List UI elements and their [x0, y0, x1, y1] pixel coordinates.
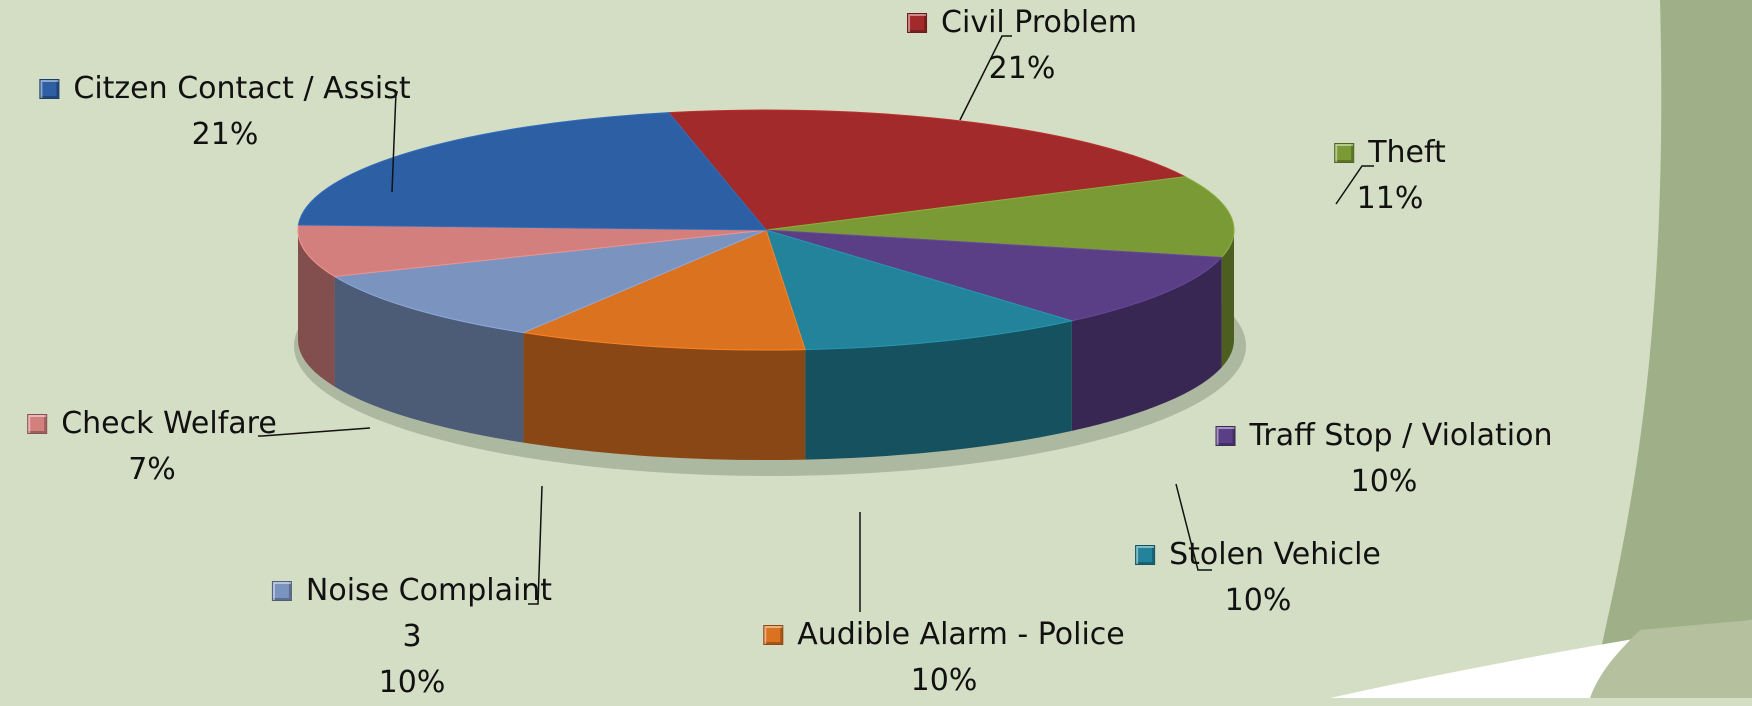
background-corner-swoosh [1590, 0, 1752, 698]
leader-lines [258, 35, 1374, 612]
data-label-5: Noise Complaint 3 10% [271, 568, 553, 706]
pie-slices [294, 109, 1246, 476]
data-label-2: Traff Stop / Violation 10% [1215, 413, 1553, 505]
label-swatch-icon [39, 79, 60, 99]
slice-side-3 [805, 320, 1072, 460]
slice-side-2 [1071, 257, 1222, 431]
slice-citzen-contact-assist [297, 112, 768, 231]
slice-side-5 [334, 276, 524, 443]
leader-line-5 [528, 485, 543, 605]
slice-civil-problem [667, 109, 1187, 231]
data-label-percent: 10% [1224, 583, 1292, 618]
slice-side-4 [523, 332, 806, 460]
data-label-percent: 21% [988, 51, 1056, 86]
data-label-name: Stolen Vehicle [1169, 537, 1381, 572]
label-swatch-icon [271, 581, 292, 601]
label-swatch-icon [763, 625, 784, 645]
data-label-7: Citzen Contact / Assist 21% [39, 66, 411, 158]
label-swatch-icon [1215, 426, 1236, 446]
slice-audible-alarm-police [521, 229, 806, 351]
data-label-0: Civil Problem 21% [907, 0, 1137, 92]
slice-stolen-vehicle [765, 229, 1074, 351]
data-label-6: Check Welfare 7% [27, 401, 277, 493]
slice-traff-stop-violation [765, 229, 1223, 322]
data-label-percent: 11% [1356, 181, 1424, 216]
label-swatch-icon [1135, 545, 1156, 565]
data-label-count: 3 [402, 619, 422, 654]
data-label-4: Audible Alarm - Police 10% [763, 612, 1125, 704]
data-label-percent: 10% [1350, 464, 1418, 499]
leader-line-1 [1335, 165, 1374, 205]
data-label-percent: 10% [378, 665, 446, 700]
data-label-1: Theft 11% [1334, 130, 1446, 222]
leader-line-0 [959, 35, 1012, 121]
leader-line-3 [1175, 483, 1212, 571]
slice-side-6 [298, 230, 335, 387]
label-swatch-icon [1334, 143, 1355, 163]
leader-line-6 [258, 427, 371, 437]
data-label-name: Noise Complaint [305, 573, 553, 608]
data-label-percent: 7% [128, 452, 176, 487]
leader-line-7 [391, 91, 398, 193]
data-label-name: Check Welfare [61, 406, 277, 441]
background-bottom-band [1590, 620, 1752, 698]
slice-side-1 [1221, 230, 1234, 368]
data-label-name: Traff Stop / Violation [1249, 418, 1553, 453]
label-swatch-icon [907, 13, 928, 33]
data-label-3: Stolen Vehicle 10% [1135, 532, 1381, 624]
label-swatch-icon [27, 414, 48, 434]
data-label-percent: 21% [191, 117, 259, 152]
slice-noise-complaint [333, 229, 767, 334]
data-label-percent: 10% [910, 663, 978, 698]
slice-theft [765, 176, 1235, 258]
data-label-name: Theft [1368, 135, 1446, 170]
data-label-name: Civil Problem [941, 5, 1137, 40]
data-label-name: Audible Alarm - Police [797, 617, 1125, 652]
data-label-name: Citzen Contact / Assist [73, 71, 411, 106]
slice-check-welfare [297, 224, 767, 278]
